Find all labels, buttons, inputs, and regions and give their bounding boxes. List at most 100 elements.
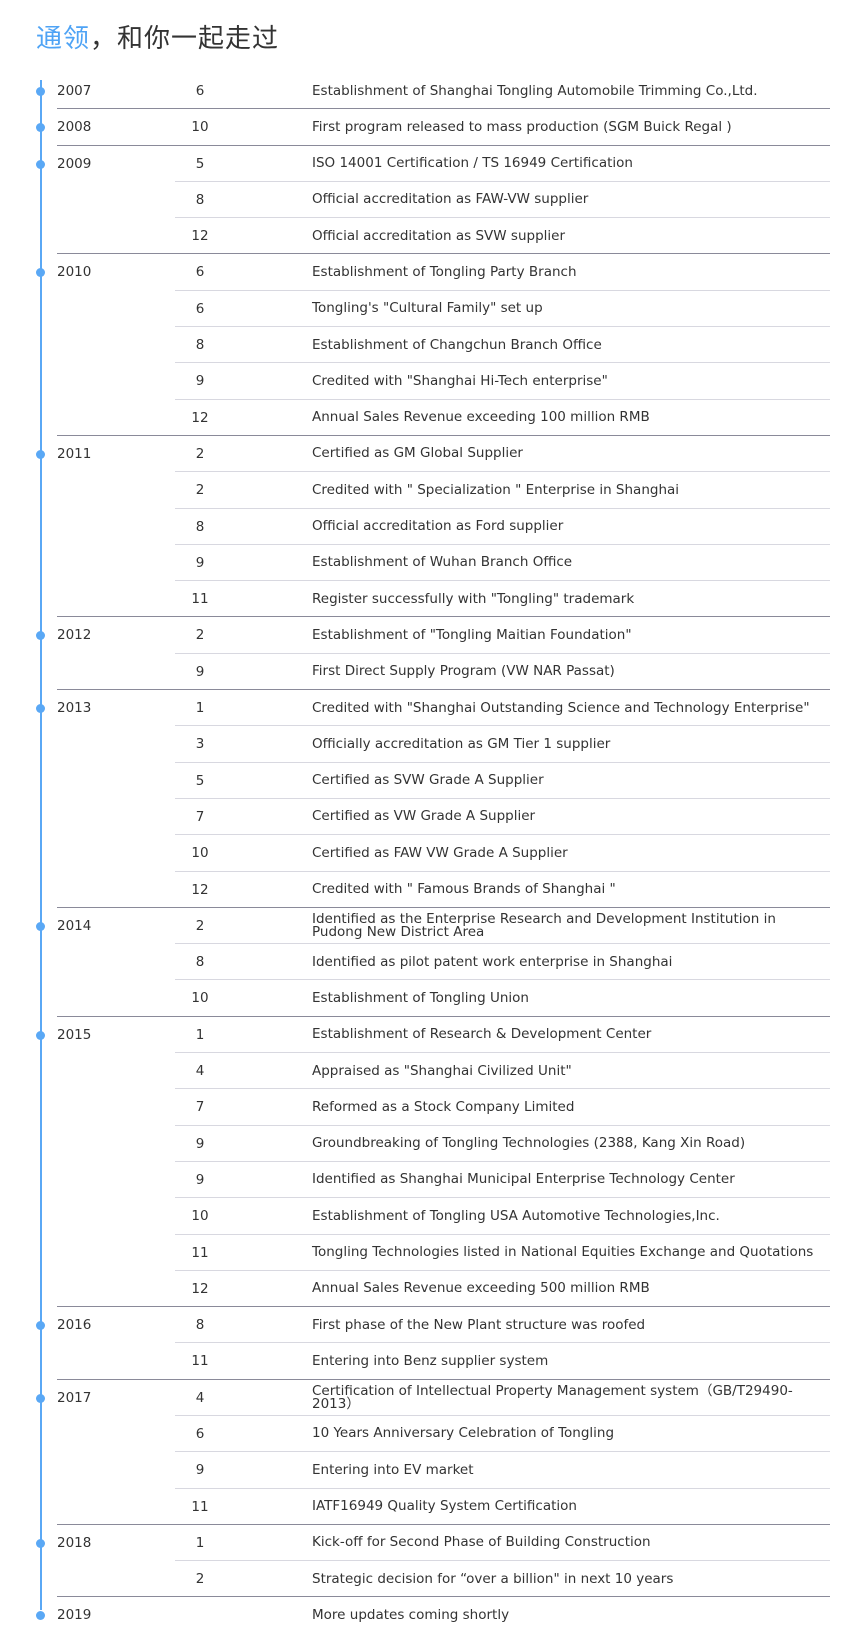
timeline-dot-icon	[36, 449, 45, 459]
year-label: 2015	[57, 1026, 92, 1043]
timeline-dot-icon	[36, 1611, 45, 1621]
timeline-row: 12 Official accreditation as SVW supplier	[0, 218, 868, 255]
timeline-row: 7 Certified as VW Grade A Supplier	[0, 799, 868, 836]
month-label: 9	[195, 554, 205, 571]
year-label: 2008	[57, 119, 92, 136]
event-text: Tongling's "Cultural Family" set up	[312, 300, 543, 317]
event-text: First Direct Supply Program (VW NAR Pass…	[312, 663, 615, 680]
event-text: Certified as FAW VW Grade A Supplier	[312, 844, 568, 861]
timeline-dot-icon	[36, 123, 45, 133]
event-text: Establishment of Tongling Union	[312, 989, 529, 1006]
timeline-row: 12 Annual Sales Revenue exceeding 100 mil…	[0, 400, 868, 437]
timeline-row: 12 Credited with " Famous Brands of Shang…	[0, 872, 868, 909]
month-label: 6	[195, 300, 205, 317]
month-label: 1	[195, 1534, 205, 1551]
month-label: 1	[195, 700, 205, 717]
event-text: Annual Sales Revenue exceeding 500 milli…	[312, 1280, 650, 1297]
timeline-row: 8 Identified as pilot patent work enterpr…	[0, 944, 868, 981]
month-label: 2	[195, 917, 205, 934]
month-label: 8	[195, 518, 205, 535]
event-text: Certified as SVW Grade A Supplier	[312, 772, 544, 789]
timeline-row: 11 Register successfully with "Tongling" …	[0, 581, 868, 618]
timeline-row: 2010 6 Establishment of Tongling Party Bra…	[0, 254, 868, 292]
timeline-row: 6 Tongling's "Cultural Family" set up	[0, 291, 868, 328]
timeline-row: 8 Official accreditation as FAW-VW suppli…	[0, 182, 868, 219]
month-label: 5	[195, 772, 205, 789]
timeline-row: 9 Credited with "Shanghai Hi-Tech enterpr…	[0, 363, 868, 400]
timeline-row: 2017 4 Certification of Intellectual Prope…	[0, 1380, 868, 1417]
month-label: 12	[191, 409, 209, 426]
month-label: 7	[195, 808, 205, 825]
timeline-row: 11 IATF16949 Quality System Certification	[0, 1489, 868, 1526]
timeline-row: 2008 10 First program released to mass pro…	[0, 109, 868, 146]
timeline-row: 8 Establishment of Changchun Branch Offic…	[0, 327, 868, 364]
event-text: First phase of the New Plant structure w…	[312, 1316, 646, 1333]
page-title: 通领，和你一起走过	[36, 18, 279, 55]
month-label: 8	[195, 954, 205, 971]
timeline-row: 10 Certified as FAW VW Grade A Supplier	[0, 835, 868, 872]
month-label: 9	[195, 373, 205, 390]
timeline-row: 9 Establishment of Wuhan Branch Office	[0, 545, 868, 582]
event-text: Official accreditation as FAW-VW supplie…	[312, 191, 589, 208]
timeline-line	[40, 80, 42, 1610]
month-label: 9	[195, 1171, 205, 1188]
timeline-row: 2007 6 Establishment of Shanghai Tongling …	[0, 73, 868, 110]
year-label: 2013	[57, 700, 92, 717]
timeline-row: 5 Certified as SVW Grade A Supplier	[0, 763, 868, 800]
timeline-row: 2009 5 ISO 14001 Certification / TS 16949 …	[0, 146, 868, 183]
month-label: 6	[195, 83, 205, 99]
event-text: 10 Years Anniversary Celebration of Tong…	[312, 1425, 615, 1442]
year-label: 2014	[57, 917, 92, 934]
timeline-row: 9 Identified as Shanghai Municipal Enterp…	[0, 1162, 868, 1199]
month-label: 2	[195, 445, 205, 462]
event-text: Certified as VW Grade A Supplier	[312, 808, 536, 825]
event-text: Credited with "Shanghai Outstanding Scie…	[312, 699, 810, 716]
month-label: 8	[195, 1317, 205, 1334]
timeline-dot-icon	[36, 1321, 45, 1331]
timeline-dot-icon	[36, 268, 45, 278]
year-label: 2011	[57, 445, 92, 462]
timeline-row: 9 Groundbreaking of Tongling Technologies…	[0, 1126, 868, 1163]
event-text: Tongling Technologies listed in National…	[312, 1244, 814, 1260]
timeline-row: 11 Tongling Technologies listed in Nation…	[0, 1235, 868, 1272]
month-label: 2	[195, 482, 205, 499]
timeline-row: 11 Entering into Benz supplier system	[0, 1343, 868, 1380]
timeline-row: 3 Officially accreditation as GM Tier 1 s…	[0, 726, 868, 763]
year-label: 2010	[57, 264, 92, 281]
month-label: 9	[195, 1135, 205, 1152]
month-label: 9	[195, 663, 205, 680]
month-label: 6	[195, 1425, 205, 1442]
event-text: More updates coming shortly	[312, 1606, 510, 1623]
event-text: Entering into EV market	[312, 1461, 474, 1478]
timeline-row: 4 Appraised as "Shanghai Civilized Unit"	[0, 1053, 868, 1090]
timeline-row: 6 10 Years Anniversary Celebration of Ton…	[0, 1416, 868, 1453]
timeline-row: 2015 1 Establishment of Research & Develop…	[0, 1017, 868, 1054]
month-label: 4	[195, 1063, 205, 1080]
month-label: 2	[195, 627, 205, 644]
event-text: Annual Sales Revenue exceeding 100 milli…	[312, 409, 650, 426]
event-text: Strategic decision for “over a billion" …	[312, 1570, 674, 1587]
timeline-row: 12 Annual Sales Revenue exceeding 500 mil…	[0, 1271, 868, 1308]
timeline-row: 2011 2 Certified as GM Global Supplier	[0, 436, 868, 473]
month-label: 6	[195, 264, 205, 281]
timeline-row: 2014 2 Identified as the Enterprise Resear…	[0, 908, 868, 945]
timeline-dot-icon	[36, 1393, 45, 1403]
event-text: Credited with " Specialization " Enterpr…	[312, 481, 680, 498]
month-label: 10	[191, 845, 209, 862]
timeline-dot-icon	[36, 1538, 45, 1548]
month-label: 12	[191, 881, 209, 898]
timeline-row: 2013 1 Credited with "Shanghai Outstanding…	[0, 690, 868, 727]
timeline-dot-icon	[36, 159, 45, 169]
event-text: Establishment of Tongling USA Automotive…	[312, 1207, 720, 1224]
month-label: 8	[195, 191, 205, 208]
month-label: 10	[191, 119, 209, 136]
timeline-row: 2012 2 Establishment of "Tongling Maitian …	[0, 617, 868, 655]
event-text: Groundbreaking of Tongling Technologies …	[312, 1135, 746, 1152]
timeline-row: 8 Official accreditation as Ford supplier	[0, 509, 868, 546]
event-text: Identified as the Enterprise Research an…	[312, 910, 776, 940]
month-label: 10	[191, 990, 209, 1007]
timeline-row: 2019 More updates coming shortly	[0, 1597, 868, 1633]
timeline-row: 2 Strategic decision for “over a billion"…	[0, 1561, 868, 1598]
timeline-row: 2 Credited with " Specialization " Enterp…	[0, 472, 868, 509]
event-text: Officially accreditation as GM Tier 1 su…	[312, 735, 611, 752]
